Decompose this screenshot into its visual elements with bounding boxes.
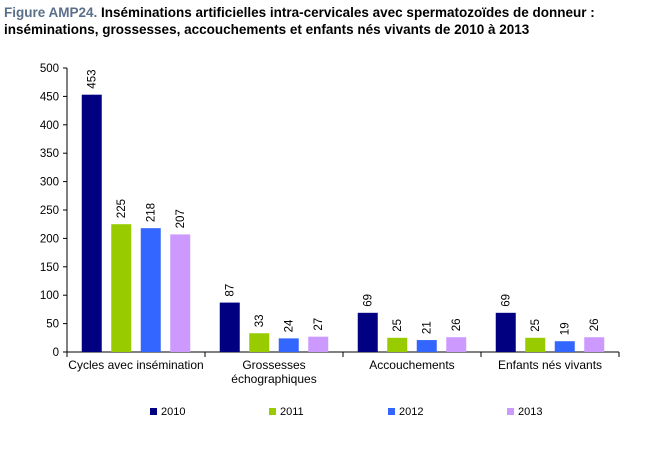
y-tick-label: 150	[40, 262, 59, 274]
y-tick-label: 200	[40, 233, 59, 245]
bar-2012-2	[416, 340, 437, 352]
bar-2013-1	[308, 336, 329, 352]
bar-2010-2	[357, 312, 378, 352]
data-label: 207	[175, 209, 187, 228]
legend-label: 2011	[280, 406, 304, 418]
legend-label: 2013	[518, 406, 542, 418]
data-label: 25	[530, 319, 542, 332]
bar-2012-0	[140, 228, 161, 352]
data-label: 19	[560, 322, 572, 335]
y-tick-label: 250	[40, 205, 59, 217]
data-label: 21	[422, 321, 434, 334]
legend-swatch-2010	[150, 408, 157, 415]
figure-title-line-2: inséminations, grossesses, accouchements…	[4, 22, 530, 37]
x-tick-label: Grossesses échographiques	[231, 358, 316, 386]
bar-2011-0	[111, 224, 132, 352]
x-axis: Cycles avec insémination Grossesses échogr…	[66, 351, 620, 386]
y-tick-label: 0	[53, 347, 59, 359]
legend-label: 2012	[399, 406, 423, 418]
legend-swatch-2013	[507, 408, 514, 415]
bar-2012-1	[278, 338, 299, 352]
legend: 2010 2011 2012 2013	[150, 406, 542, 418]
bar-2010-3	[495, 312, 516, 352]
bar-2011-1	[249, 333, 270, 352]
data-label: 87	[225, 284, 237, 297]
figure-number: Figure AMP24.	[4, 5, 98, 20]
data-label: 225	[116, 199, 128, 218]
x-tick-label: Enfants nés vivants	[498, 358, 602, 372]
bar-2013-0	[170, 234, 191, 352]
x-tick-label: Cycles avec insémination	[68, 358, 203, 372]
y-tick-label: 350	[40, 148, 59, 160]
figure-title-text: Inséminations artificielles intra-cervic…	[97, 5, 595, 20]
data-label: 453	[87, 70, 99, 89]
y-tick-label: 400	[40, 120, 59, 132]
bar-2012-3	[554, 341, 575, 352]
data-label: 69	[501, 294, 513, 307]
y-tick-label: 500	[40, 63, 59, 75]
x-tick-label: Accouchements	[369, 358, 454, 372]
bar-2010-1	[219, 302, 240, 352]
data-label: 26	[451, 318, 463, 331]
data-label: 26	[589, 318, 601, 331]
bar-2013-2	[446, 337, 467, 352]
y-tick-label: 300	[40, 177, 59, 189]
figure-title: Figure AMP24. Inséminations artificielle…	[4, 4, 659, 38]
legend-swatch-2011	[269, 408, 276, 415]
data-labels: 453 87 69 69 225 33 25 25 218 24 21 19 207 27 26 26	[87, 70, 602, 336]
bar-2013-3	[584, 337, 605, 352]
figure-title-line-1: Figure AMP24. Inséminations artificielle…	[4, 4, 659, 21]
legend-label: 2010	[161, 406, 185, 418]
data-label: 218	[146, 203, 158, 222]
y-tick-label: 100	[40, 290, 59, 302]
y-tick-label: 450	[40, 91, 59, 103]
bar-2011-3	[525, 337, 546, 352]
data-label: 33	[254, 314, 266, 327]
data-label: 25	[392, 319, 404, 332]
data-label: 27	[313, 318, 325, 331]
data-label: 69	[363, 294, 375, 307]
y-tick-label: 50	[46, 319, 59, 331]
bars	[81, 94, 605, 353]
legend-swatch-2012	[388, 408, 395, 415]
y-axis: 0 50 100 150 200 250 300 350 400 450 500	[40, 63, 68, 359]
data-label: 24	[284, 319, 296, 332]
bar-2011-2	[387, 337, 408, 352]
bar-2010-0	[81, 94, 102, 353]
